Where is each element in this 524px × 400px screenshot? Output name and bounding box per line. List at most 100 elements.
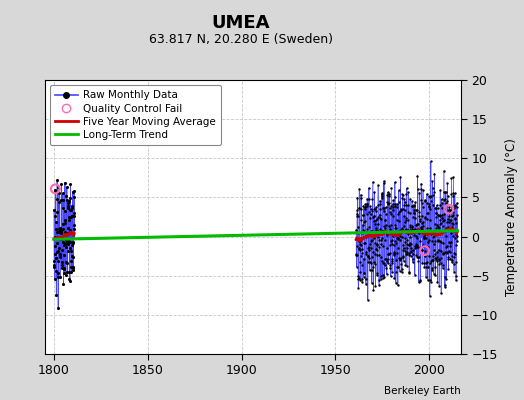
Point [378,258,387,264]
Point [372,208,380,214]
Point [434,224,442,230]
Point [395,199,403,206]
Point [383,271,391,278]
Point [404,189,412,196]
Point [420,214,429,221]
Point [354,276,362,282]
Point [369,286,377,293]
Point [410,232,419,238]
Point [52,255,60,262]
Point [446,240,454,246]
Point [429,234,438,241]
Point [56,228,64,234]
Point [352,226,360,233]
Point [405,251,413,258]
Point [55,190,63,196]
Point [431,238,439,244]
Point [358,276,366,283]
Point [417,224,425,231]
Point [418,260,426,266]
Point [56,251,64,257]
Point [443,193,452,199]
Point [396,208,405,215]
Point [408,226,417,232]
Point [387,231,396,237]
Point [410,272,419,278]
Point [447,229,455,236]
Point [70,226,78,232]
Point [440,167,448,174]
Point [57,197,66,203]
Point [380,223,388,229]
Point [353,207,362,213]
Point [422,251,430,258]
Point [358,222,367,228]
Point [427,193,435,200]
Point [359,212,367,218]
Point [437,239,445,246]
Point [378,235,387,242]
Point [61,272,70,278]
Point [395,228,403,234]
Point [428,266,436,273]
Point [377,276,385,282]
Point [453,238,461,244]
Point [374,202,382,208]
Point [414,254,422,260]
Point [65,237,73,244]
Point [399,242,407,248]
Point [411,232,420,239]
Point [367,228,375,235]
Point [428,257,436,264]
Y-axis label: Temperature Anomaly (°C): Temperature Anomaly (°C) [505,138,518,296]
Point [53,274,62,280]
Point [365,259,374,266]
Point [441,281,449,288]
Point [410,209,418,216]
Point [428,185,436,191]
Point [449,211,457,218]
Point [398,234,406,241]
Point [368,179,377,185]
Point [409,214,418,220]
Point [403,230,412,237]
Point [372,246,380,252]
Point [369,264,378,270]
Point [392,225,400,231]
Point [422,263,430,270]
Point [51,233,59,240]
Point [64,203,72,210]
Point [357,217,365,223]
Point [63,240,72,247]
Point [359,202,367,209]
Point [378,271,387,278]
Point [60,232,69,238]
Point [422,274,430,280]
Point [386,205,394,211]
Point [357,191,365,198]
Point [65,198,73,204]
Point [66,238,74,245]
Point [54,304,62,311]
Point [370,221,379,228]
Point [59,239,68,246]
Point [431,272,440,278]
Point [390,251,399,258]
Point [364,231,373,238]
Point [434,225,443,231]
Point [67,206,75,213]
Point [392,256,400,263]
Point [60,265,68,271]
Point [428,178,436,184]
Point [436,187,444,193]
Point [432,225,440,231]
Point [410,209,418,216]
Point [56,236,64,243]
Point [397,227,405,233]
Point [388,256,397,262]
Point [362,203,370,209]
Point [423,264,432,270]
Point [439,218,447,225]
Point [418,247,427,253]
Point [393,230,401,236]
